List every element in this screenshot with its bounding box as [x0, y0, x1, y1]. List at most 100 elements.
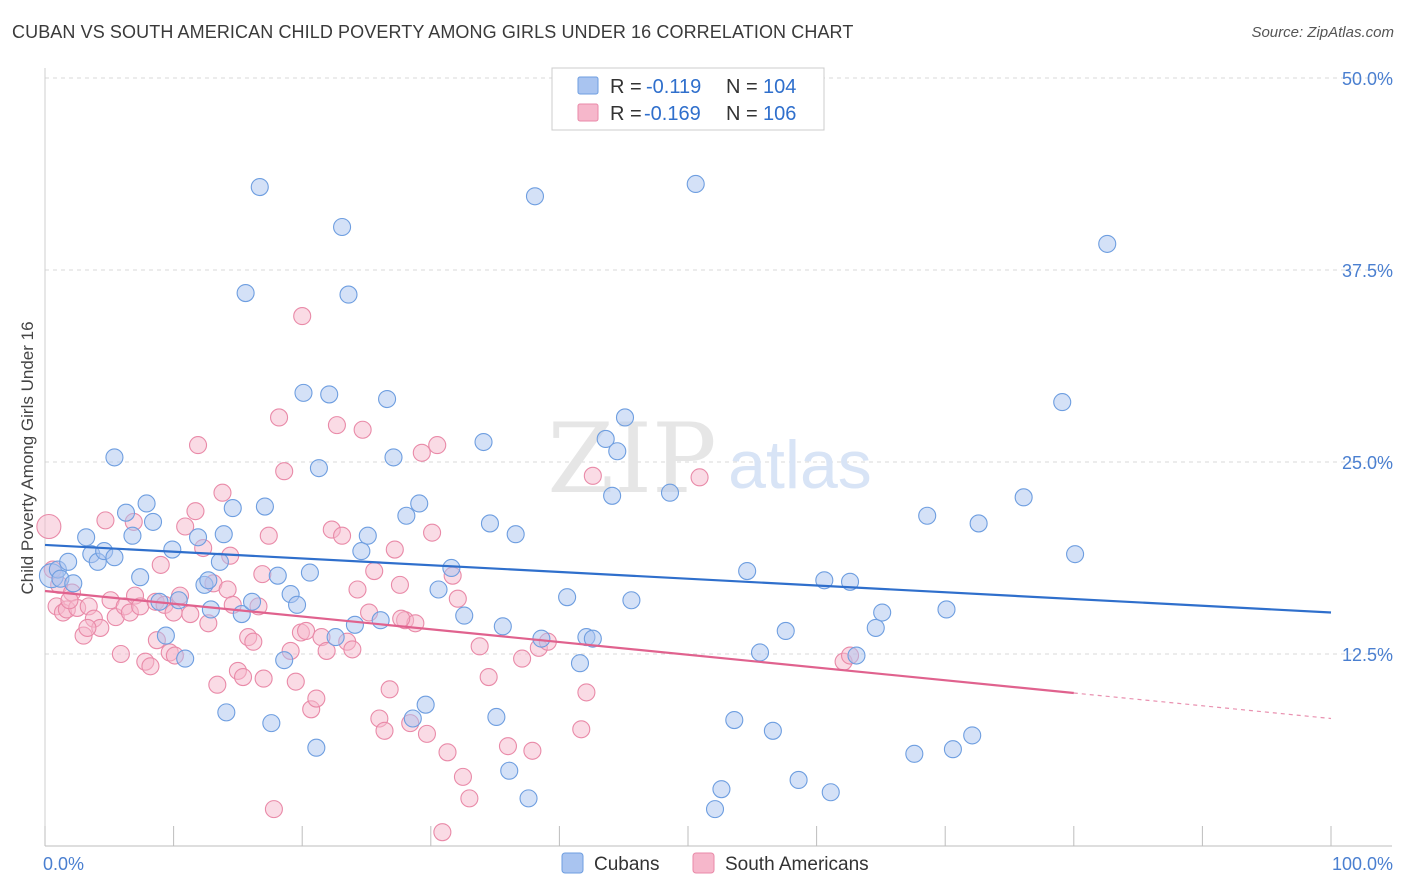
point-south-americans — [572, 720, 591, 739]
point-south-americans — [348, 580, 367, 599]
point-cubans — [847, 646, 866, 665]
trend-line-south-americans — [44, 589, 1074, 695]
y-axis-title: Child Poverty Among Girls Under 16 — [18, 321, 37, 594]
point-cubans — [442, 558, 461, 578]
point-south-americans — [151, 555, 170, 574]
point-cubans — [242, 592, 262, 611]
source-label: Source: ZipAtlas.com — [1251, 24, 1394, 41]
point-cubans — [410, 494, 429, 513]
point-south-americans — [353, 420, 372, 439]
point-south-americans — [270, 408, 289, 427]
series-cubans-points — [38, 174, 1117, 819]
point-cubans — [384, 448, 403, 467]
point-cubans — [487, 707, 506, 727]
y-tick-label: 12.5% — [1342, 645, 1393, 665]
point-cubans — [474, 432, 493, 452]
point-cubans — [77, 528, 96, 547]
point-south-americans — [470, 637, 489, 656]
point-cubans — [309, 459, 328, 478]
point-south-americans — [433, 823, 452, 842]
point-cubans — [558, 588, 577, 607]
point-south-americans — [60, 591, 79, 610]
point-cubans — [963, 726, 982, 745]
point-south-americans — [390, 575, 409, 594]
point-south-americans — [375, 721, 394, 740]
point-south-americans — [583, 466, 602, 485]
point-cubans — [131, 568, 150, 587]
legend-swatch-cubans — [577, 76, 599, 95]
point-cubans — [188, 528, 208, 547]
point-south-americans — [213, 483, 232, 502]
legend-n-value-cubans: 104 — [763, 76, 796, 98]
point-cubans — [371, 611, 390, 630]
point-cubans — [725, 710, 744, 730]
point-south-americans — [448, 589, 467, 608]
point-cubans — [156, 626, 175, 645]
point-cubans — [873, 603, 892, 622]
x-tick-label: 100.0% — [1332, 854, 1393, 874]
point-south-americans — [78, 618, 97, 637]
legend-swatch-south-americans — [577, 103, 599, 122]
point-cubans — [300, 563, 319, 582]
point-cubans — [763, 721, 782, 740]
point-cubans — [776, 621, 795, 641]
point-cubans — [821, 783, 840, 802]
point-cubans — [429, 580, 448, 599]
point-south-americans — [307, 689, 326, 708]
point-south-americans — [523, 741, 542, 760]
point-cubans — [137, 494, 156, 513]
point-south-americans — [690, 468, 709, 487]
point-south-americans — [417, 724, 436, 743]
point-cubans — [525, 187, 545, 206]
point-south-americans — [293, 307, 312, 326]
tick-labels: 12.5% 25.0% 37.5% 50.0% 0.0% 100.0% — [43, 69, 1393, 874]
point-cubans — [345, 615, 364, 634]
point-cubans — [169, 591, 188, 610]
point-south-americans — [286, 672, 305, 691]
point-cubans — [918, 506, 937, 525]
point-cubans — [1066, 545, 1085, 564]
point-cubans — [262, 714, 281, 733]
point-south-americans — [264, 800, 283, 819]
point-cubans — [603, 486, 622, 505]
y-tick-label: 37.5% — [1342, 261, 1393, 281]
point-cubans — [750, 643, 770, 662]
point-cubans — [217, 703, 236, 722]
chart-title: CUBAN VS SOUTH AMERICAN CHILD POVERTY AM… — [12, 22, 854, 42]
trend-line-south-americans-extension — [1073, 692, 1332, 720]
point-cubans — [199, 571, 218, 590]
point-south-americans — [385, 540, 404, 559]
point-cubans — [506, 525, 525, 544]
point-cubans — [583, 629, 602, 648]
point-south-americans — [181, 605, 200, 624]
point-cubans — [105, 548, 124, 567]
point-south-americans — [233, 667, 253, 687]
point-cubans — [358, 526, 377, 545]
watermark-atlas: atlas — [728, 427, 872, 503]
point-south-americans — [513, 649, 532, 668]
trend-lines — [44, 543, 1332, 720]
point-south-americans — [253, 565, 272, 584]
point-south-americans — [479, 667, 498, 687]
point-cubans — [1098, 234, 1117, 253]
point-cubans — [288, 595, 307, 614]
point-south-americans — [36, 513, 62, 540]
legend-n-label-south-americans: N = — [726, 103, 758, 125]
grid-lines — [45, 77, 1392, 655]
point-cubans — [403, 709, 422, 728]
point-cubans — [255, 497, 274, 516]
point-cubans — [163, 540, 182, 559]
legend-n-label-cubans: N = — [726, 76, 758, 98]
point-south-americans — [343, 640, 362, 659]
trend-line-cubans — [44, 543, 1332, 614]
point-south-americans — [176, 517, 195, 536]
watermark: ZIP atlas — [547, 403, 871, 515]
point-cubans — [210, 552, 229, 571]
y-tick-label: 25.0% — [1342, 453, 1393, 473]
point-south-americans — [412, 443, 431, 462]
bottom-legend-label-cubans: Cubans — [594, 854, 660, 875]
point-south-americans — [259, 526, 278, 545]
point-cubans — [493, 617, 512, 636]
point-cubans — [943, 740, 962, 759]
